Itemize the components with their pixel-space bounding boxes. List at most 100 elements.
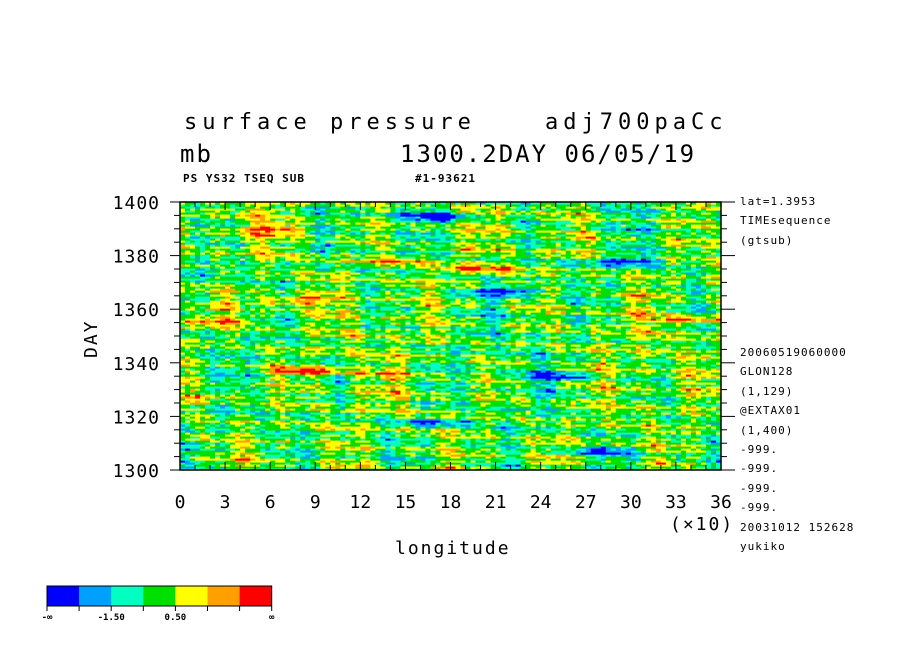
heatmap-cell [700, 456, 707, 459]
heatmap-cell [705, 366, 717, 369]
heatmap-cell [370, 318, 391, 321]
heatmap-cell [450, 350, 462, 353]
heatmap-cell [210, 346, 226, 349]
heatmap-cell [245, 328, 251, 331]
heatmap-cell [390, 416, 396, 419]
heatmap-cell [665, 376, 672, 379]
heatmap-cell [630, 354, 637, 357]
heatmap-cell [545, 326, 552, 329]
heatmap-cell [605, 310, 612, 313]
heatmap-cell [435, 424, 442, 427]
heatmap-cell [380, 412, 386, 415]
heatmap-cell [305, 312, 326, 315]
heatmap-cell [680, 460, 697, 463]
heatmap-cell [340, 322, 366, 325]
heatmap-cell [180, 460, 186, 463]
heatmap-cell [460, 324, 467, 327]
heatmap-cell [230, 338, 236, 341]
heatmap-cell [665, 334, 672, 337]
heatmap-cell [480, 468, 487, 470]
heatmap-cell [590, 304, 597, 307]
heatmap-cell [355, 400, 366, 403]
heatmap-cell [460, 420, 472, 423]
heatmap-cell [210, 322, 221, 325]
heatmap-cell [695, 396, 702, 399]
heatmap-cell [230, 456, 241, 459]
heatmap-cell [300, 382, 316, 385]
heatmap-cell [225, 440, 236, 443]
heatmap-cell [365, 434, 376, 437]
heatmap-cell [535, 414, 552, 417]
heatmap-cell [560, 408, 567, 411]
heatmap-cell [700, 422, 707, 425]
heatmap-cell [485, 378, 497, 381]
heatmap-cell [640, 368, 647, 371]
heatmap-cell [710, 426, 717, 429]
heatmap-cell [300, 376, 306, 379]
heatmap-cell [420, 446, 427, 449]
heatmap-cell [495, 412, 507, 415]
heatmap-cell [585, 450, 592, 453]
heatmap-cell [395, 428, 412, 431]
heatmap-cell [590, 450, 607, 453]
heatmap-cell [255, 434, 266, 437]
heatmap-cell [370, 344, 376, 347]
heatmap-cell [710, 418, 717, 421]
heatmap-cell [520, 378, 532, 381]
heatmap-cell [260, 468, 266, 470]
heatmap-cell [615, 430, 642, 433]
heatmap-cell [465, 442, 472, 445]
heatmap-cell [565, 316, 577, 319]
heatmap-cell [455, 330, 462, 333]
heatmap-cell [485, 382, 492, 385]
heatmap-cell [435, 344, 447, 347]
heatmap-cell [220, 380, 226, 383]
heatmap-cell [435, 464, 442, 467]
heatmap-cell [200, 432, 206, 435]
heatmap-cell [200, 418, 216, 421]
heatmap-cell [540, 348, 547, 351]
heatmap-cell [405, 456, 417, 459]
heatmap-cell [620, 326, 632, 329]
heatmap-cell [550, 464, 557, 467]
heatmap-cell [305, 438, 316, 441]
heatmap-cell [575, 402, 582, 405]
heatmap-cell [615, 432, 642, 435]
heatmap-cell [185, 414, 191, 417]
heatmap-cell [710, 302, 717, 305]
heatmap-cell [430, 422, 437, 425]
heatmap-cell [280, 448, 286, 451]
heatmap-cell [195, 362, 211, 365]
heatmap-cell [420, 406, 432, 409]
heatmap-cell [695, 348, 702, 351]
heatmap-cell [180, 344, 201, 347]
heatmap-cell [565, 416, 577, 419]
heatmap-cell [520, 400, 532, 403]
heatmap-cell [205, 364, 211, 367]
heatmap-cell [185, 454, 191, 457]
heatmap-cell [650, 300, 667, 303]
heatmap-cell [570, 344, 582, 347]
heatmap-cell [530, 316, 567, 319]
heatmap-cell [520, 300, 527, 303]
heatmap-cell [525, 396, 532, 399]
heatmap-cell [590, 366, 597, 369]
heatmap-cell [570, 306, 582, 309]
heatmap-cell [200, 430, 206, 433]
heatmap-cell [380, 326, 386, 329]
heatmap-cell [415, 318, 422, 321]
heatmap-cell [280, 342, 286, 345]
heatmap-cell [610, 412, 632, 415]
heatmap-cell [525, 336, 537, 339]
heatmap-cell [645, 390, 652, 393]
heatmap-cell [260, 310, 266, 313]
heatmap-cell [240, 436, 256, 439]
heatmap-cell [705, 360, 721, 363]
heatmap-cell [415, 430, 422, 433]
heatmap-cell [360, 364, 366, 367]
heatmap-cell [710, 466, 717, 469]
heatmap-cell [655, 370, 672, 373]
heatmap-cell [365, 400, 391, 403]
heatmap-cell [490, 430, 507, 433]
heatmap-cell [640, 468, 667, 470]
